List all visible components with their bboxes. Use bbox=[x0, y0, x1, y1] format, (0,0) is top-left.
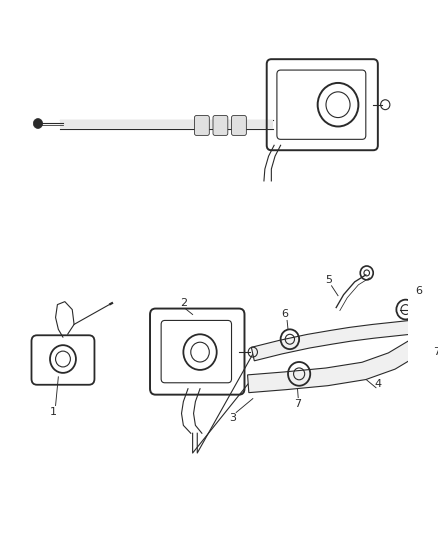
Polygon shape bbox=[251, 320, 411, 361]
FancyBboxPatch shape bbox=[213, 116, 228, 135]
Text: 6: 6 bbox=[282, 310, 289, 319]
Text: 5: 5 bbox=[325, 275, 332, 285]
Polygon shape bbox=[60, 119, 273, 130]
Circle shape bbox=[33, 118, 42, 128]
Text: 7: 7 bbox=[294, 399, 301, 409]
Text: 2: 2 bbox=[180, 297, 187, 308]
Text: 3: 3 bbox=[229, 414, 236, 423]
Polygon shape bbox=[247, 319, 438, 393]
Text: 6: 6 bbox=[415, 286, 422, 296]
FancyBboxPatch shape bbox=[194, 116, 209, 135]
Text: 1: 1 bbox=[50, 407, 57, 416]
Text: 7: 7 bbox=[433, 347, 438, 357]
Text: 4: 4 bbox=[374, 379, 381, 389]
FancyBboxPatch shape bbox=[232, 116, 246, 135]
